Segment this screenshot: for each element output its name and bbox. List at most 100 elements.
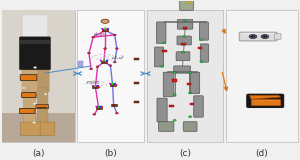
Circle shape	[251, 35, 255, 38]
Bar	[37, 107, 47, 108]
FancyBboxPatch shape	[37, 87, 48, 123]
FancyBboxPatch shape	[239, 32, 277, 41]
FancyBboxPatch shape	[36, 64, 49, 92]
Circle shape	[188, 72, 192, 74]
Bar	[162, 50, 167, 52]
Circle shape	[97, 107, 100, 108]
Circle shape	[163, 42, 166, 44]
Text: $\theta^k, \dot{\theta}^k$: $\theta^k, \dot{\theta}^k$	[93, 30, 106, 39]
FancyBboxPatch shape	[110, 84, 116, 86]
Circle shape	[22, 87, 25, 89]
FancyBboxPatch shape	[174, 66, 190, 73]
Circle shape	[160, 66, 164, 67]
Bar	[77, 10, 144, 142]
Circle shape	[87, 52, 90, 54]
Circle shape	[116, 112, 118, 114]
FancyBboxPatch shape	[159, 122, 174, 131]
Text: (a): (a)	[32, 149, 45, 158]
Bar	[254, 100, 276, 101]
Bar	[21, 111, 34, 112]
Circle shape	[113, 34, 116, 36]
Circle shape	[173, 72, 176, 74]
Polygon shape	[251, 99, 280, 105]
Circle shape	[103, 61, 106, 63]
Circle shape	[111, 84, 114, 86]
Circle shape	[103, 48, 106, 49]
Circle shape	[188, 92, 192, 94]
FancyBboxPatch shape	[180, 0, 194, 10]
Circle shape	[182, 36, 186, 37]
Circle shape	[93, 114, 96, 115]
Circle shape	[44, 93, 47, 95]
FancyBboxPatch shape	[36, 105, 49, 109]
Bar	[2, 10, 75, 142]
Circle shape	[200, 61, 203, 63]
FancyBboxPatch shape	[22, 67, 38, 98]
Circle shape	[101, 19, 109, 23]
Bar	[2, 10, 75, 116]
FancyBboxPatch shape	[23, 95, 36, 125]
FancyBboxPatch shape	[156, 22, 166, 43]
Text: (b): (b)	[104, 149, 117, 158]
FancyBboxPatch shape	[20, 122, 40, 136]
Bar	[2, 113, 75, 142]
Circle shape	[182, 44, 185, 45]
FancyBboxPatch shape	[154, 47, 164, 67]
Bar	[172, 80, 177, 82]
FancyBboxPatch shape	[111, 104, 117, 106]
Circle shape	[188, 116, 192, 118]
Circle shape	[34, 67, 37, 68]
FancyBboxPatch shape	[96, 106, 102, 109]
Circle shape	[261, 35, 269, 39]
Circle shape	[33, 122, 36, 123]
Circle shape	[92, 36, 95, 38]
Circle shape	[249, 35, 257, 39]
FancyBboxPatch shape	[134, 82, 139, 84]
Text: $p_1$: $p_1$	[86, 80, 92, 87]
Bar	[169, 105, 174, 107]
Circle shape	[173, 120, 176, 121]
Circle shape	[96, 66, 99, 68]
Bar	[20, 40, 50, 44]
FancyBboxPatch shape	[200, 22, 208, 40]
Polygon shape	[250, 96, 280, 99]
FancyBboxPatch shape	[22, 93, 36, 98]
FancyBboxPatch shape	[177, 20, 193, 29]
Text: $\omega^k, \dot{\omega}^k$: $\omega^k, \dot{\omega}^k$	[111, 54, 126, 64]
FancyBboxPatch shape	[19, 37, 51, 70]
FancyBboxPatch shape	[92, 86, 98, 88]
Circle shape	[109, 65, 112, 66]
Bar	[22, 96, 34, 97]
Bar	[21, 77, 36, 79]
Bar	[167, 71, 197, 72]
Text: $p_3$: $p_3$	[94, 80, 101, 87]
Bar	[181, 43, 186, 45]
Circle shape	[113, 61, 116, 63]
FancyBboxPatch shape	[101, 61, 107, 63]
Circle shape	[187, 2, 191, 4]
Text: (c): (c)	[179, 149, 191, 158]
Circle shape	[173, 94, 176, 96]
Circle shape	[183, 28, 187, 30]
FancyBboxPatch shape	[134, 58, 139, 60]
FancyBboxPatch shape	[20, 75, 37, 80]
FancyBboxPatch shape	[134, 101, 139, 103]
Circle shape	[116, 48, 118, 49]
FancyBboxPatch shape	[102, 29, 108, 32]
Text: (d): (d)	[256, 149, 268, 158]
Circle shape	[112, 104, 115, 106]
FancyBboxPatch shape	[20, 108, 35, 113]
Bar	[183, 27, 188, 29]
FancyBboxPatch shape	[22, 15, 48, 38]
Circle shape	[90, 68, 93, 70]
Circle shape	[94, 86, 97, 88]
FancyBboxPatch shape	[163, 72, 174, 97]
Bar	[198, 47, 203, 49]
Circle shape	[33, 103, 36, 104]
Circle shape	[263, 35, 267, 38]
Bar	[187, 83, 191, 85]
Circle shape	[181, 51, 184, 53]
FancyBboxPatch shape	[183, 122, 197, 131]
Bar	[190, 103, 194, 105]
FancyBboxPatch shape	[177, 36, 191, 45]
